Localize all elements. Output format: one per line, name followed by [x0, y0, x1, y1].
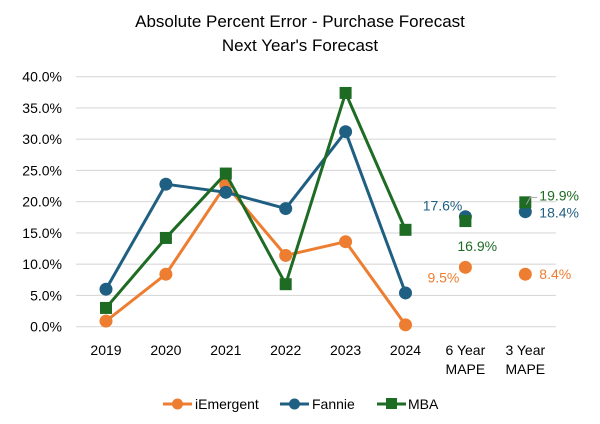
data-point-mba — [459, 215, 472, 228]
y-tick-label: 10.0% — [22, 256, 62, 272]
data-point-iemergent — [458, 260, 472, 274]
x-tick-label: MAPE — [446, 361, 486, 377]
data-label-6yr-mape: 17.6% — [423, 198, 463, 214]
data-point-iemergent — [159, 267, 173, 281]
legend-item-mba[interactable]: MBA — [377, 396, 439, 412]
data-point-iemergent — [399, 318, 412, 332]
data-point-iemergent — [99, 314, 113, 328]
y-tick-label: 25.0% — [22, 162, 62, 178]
chart-title: Absolute Percent Error - Purchase Foreca… — [135, 12, 465, 31]
legend-item-iemergent[interactable]: iEmergent — [163, 396, 259, 412]
y-tick-label: 0.0% — [30, 319, 62, 335]
series-iemergent — [99, 178, 532, 332]
y-tick-label: 35.0% — [22, 100, 62, 116]
legend-label: MBA — [408, 396, 439, 412]
series-fannie — [99, 125, 532, 300]
data-point-mba — [339, 86, 352, 99]
data-point-iemergent — [279, 248, 293, 262]
data-point-fannie — [399, 286, 412, 300]
legend-label: Fannie — [312, 396, 355, 412]
legend-marker — [386, 398, 397, 409]
leader-line — [525, 196, 538, 205]
legend-marker — [172, 398, 183, 410]
data-point-iemergent — [518, 267, 532, 281]
data-point-fannie — [219, 185, 233, 199]
data-point-mba — [279, 278, 292, 291]
x-tick-label: 6 Year — [446, 342, 486, 358]
y-tick-label: 20.0% — [22, 194, 62, 210]
legend-label: iEmergent — [195, 396, 259, 412]
legend-item-fannie[interactable]: Fannie — [280, 396, 355, 412]
series-line — [105, 183, 407, 326]
data-point-iemergent — [339, 235, 353, 249]
x-tick-label: MAPE — [505, 361, 545, 377]
data-point-fannie — [518, 205, 532, 219]
series-line — [104, 91, 407, 309]
data-label-6yr-mape: 9.5% — [427, 269, 459, 285]
data-point-fannie — [339, 125, 353, 139]
x-tick-label: 2023 — [330, 342, 361, 358]
x-tick-label: 3 Year — [505, 342, 545, 358]
y-tick-label: 5.0% — [30, 287, 62, 303]
y-tick-label: 40.0% — [22, 69, 62, 85]
chart-subtitle: Next Year's Forecast — [222, 36, 379, 55]
data-point-mba — [100, 301, 112, 314]
legend-marker — [289, 398, 300, 410]
x-tick-label: 2021 — [210, 342, 241, 358]
x-tick-label: 2024 — [390, 342, 421, 358]
x-tick-label: 2020 — [150, 342, 181, 358]
series-line — [104, 130, 407, 294]
y-tick-label: 15.0% — [22, 225, 62, 241]
data-label-6yr-mape: 16.9% — [457, 238, 497, 254]
x-tick-label: 2022 — [270, 342, 301, 358]
data-point-mba — [519, 196, 532, 209]
data-point-fannie — [279, 202, 293, 216]
data-label-3yr-mape: 8.4% — [539, 266, 571, 282]
data-point-mba — [159, 231, 172, 244]
data-label-3yr-mape: 18.4% — [539, 205, 579, 221]
data-point-fannie — [99, 282, 113, 296]
data-point-mba — [399, 223, 412, 236]
data-label-3yr-mape: 19.9% — [539, 187, 579, 203]
data-point-fannie — [159, 177, 173, 191]
data-point-mba — [219, 167, 232, 180]
x-tick-label: 2019 — [90, 342, 121, 358]
y-tick-label: 30.0% — [22, 131, 62, 147]
series-mba — [100, 86, 532, 314]
